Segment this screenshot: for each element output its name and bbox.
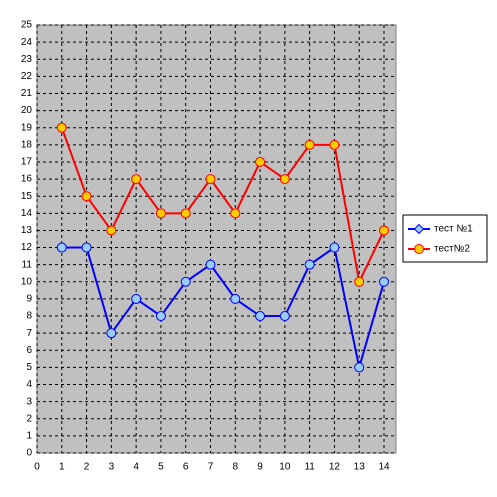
data-point: [329, 139, 340, 150]
x-tick-label: 13: [354, 462, 366, 473]
y-tick-label: 18: [21, 139, 33, 150]
data-point: [180, 208, 191, 219]
y-tick-label: 4: [26, 379, 32, 390]
y-tick-label: 0: [26, 448, 32, 459]
y-tick-label: 24: [21, 37, 33, 48]
data-point: [131, 174, 142, 185]
y-tick-label: 16: [21, 174, 33, 185]
y-tick-label: 20: [21, 105, 33, 116]
y-tick-label: 7: [26, 328, 32, 339]
x-tick-label: 11: [304, 462, 315, 473]
y-tick-label: 19: [21, 122, 33, 133]
y-tick-label: 2: [26, 413, 32, 424]
x-tick-label: 7: [208, 462, 214, 473]
data-point: [131, 293, 142, 304]
data-point: [155, 208, 166, 219]
plot-area: [36, 24, 397, 454]
data-point: [304, 259, 315, 270]
x-tick-label: 8: [233, 462, 239, 473]
data-point: [205, 174, 216, 185]
y-tick-label: 14: [21, 208, 33, 219]
data-point: [155, 311, 166, 322]
data-point: [106, 225, 117, 236]
y-tick-label: 21: [21, 88, 33, 99]
data-point: [379, 225, 389, 236]
x-tick-label: 9: [257, 462, 263, 473]
legend-marker: [414, 244, 424, 254]
y-tick-label: 9: [26, 294, 32, 305]
y-tick-label: 8: [26, 311, 32, 322]
legend-label: тест№2: [434, 244, 470, 255]
x-tick-label: 0: [34, 462, 40, 473]
data-point: [81, 242, 92, 253]
data-point: [255, 156, 266, 167]
x-tick-label: 3: [109, 462, 115, 473]
legend-box: [402, 214, 488, 263]
y-tick-label: 25: [21, 20, 33, 31]
x-tick-label: 12: [329, 462, 341, 473]
y-tick-label: 15: [21, 191, 33, 202]
y-tick-label: 3: [26, 396, 32, 407]
data-point: [329, 242, 340, 253]
data-point: [255, 311, 266, 322]
y-tick-label: 5: [26, 362, 32, 373]
y-tick-label: 1: [26, 431, 32, 442]
series-line: [61, 245, 385, 368]
data-point: [354, 276, 365, 287]
data-point: [180, 276, 191, 287]
x-tick-label: 10: [279, 462, 291, 473]
data-point: [81, 191, 92, 202]
y-tick-label: 11: [22, 259, 33, 270]
data-point: [379, 276, 389, 287]
y-tick-label: 13: [21, 225, 33, 236]
y-tick-label: 23: [21, 54, 33, 65]
data-point: [230, 293, 241, 304]
x-tick-label: 4: [133, 462, 139, 473]
x-tick-label: 1: [59, 462, 65, 473]
data-point: [230, 208, 241, 219]
data-point: [354, 362, 365, 373]
legend-marker: [413, 223, 425, 235]
data-point: [304, 139, 315, 150]
data-point: [56, 122, 67, 133]
y-tick-label: 17: [21, 157, 33, 168]
y-tick-label: 6: [26, 345, 32, 356]
y-tick-label: 10: [21, 276, 33, 287]
data-point: [279, 174, 290, 185]
y-tick-label: 12: [21, 242, 33, 253]
data-point: [56, 242, 67, 253]
x-tick-label: 14: [378, 462, 390, 473]
data-point: [279, 311, 290, 322]
data-point: [106, 328, 117, 339]
data-point: [205, 259, 216, 270]
x-tick-label: 5: [158, 462, 164, 473]
y-tick-label: 22: [21, 71, 33, 82]
x-tick-label: 6: [183, 462, 189, 473]
legend-label: тест №1: [434, 224, 473, 235]
x-tick-label: 2: [84, 462, 90, 473]
